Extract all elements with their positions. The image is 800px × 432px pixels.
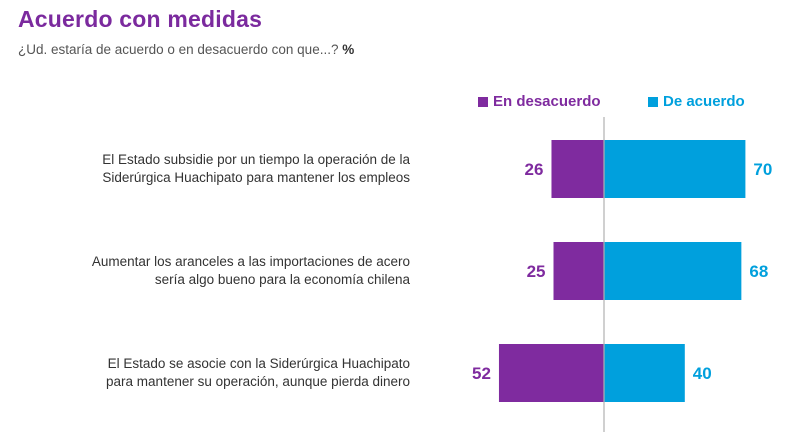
category-label-line: Siderúrgica Huachipato para mantener los… (102, 170, 410, 185)
legend-item-acuerdo: De acuerdo (648, 93, 745, 110)
subtitle-text: ¿Ud. estaría de acuerdo o en desacuerdo … (18, 42, 339, 57)
category-label-line: Aumentar los aranceles a las importacion… (91, 254, 410, 269)
legend-swatch-desacuerdo (478, 96, 488, 107)
bar-desacuerdo (498, 344, 604, 402)
data-label-acuerdo: 40 (693, 364, 712, 383)
category-label: Aumentar los aranceles a las importacion… (30, 253, 410, 289)
category-label-line: El Estado se asocie con la Siderúrgica H… (107, 356, 410, 371)
category-label-line: El Estado subsidie por un tiempo la oper… (102, 152, 410, 167)
data-label-desacuerdo: 52 (472, 364, 491, 383)
data-label-acuerdo: 70 (753, 160, 772, 179)
data-label-desacuerdo: 26 (525, 160, 544, 179)
legend-label-acuerdo: De acuerdo (663, 93, 745, 110)
data-label-desacuerdo: 25 (527, 262, 546, 281)
legend-label-desacuerdo: En desacuerdo (493, 93, 601, 110)
unit-label: % (342, 42, 355, 57)
category-label: El Estado se asocie con la Siderúrgica H… (30, 355, 410, 391)
data-label-acuerdo: 68 (749, 262, 768, 281)
chart-subtitle: ¿Ud. estaría de acuerdo o en desacuerdo … (18, 42, 354, 57)
bar-acuerdo (604, 242, 742, 300)
category-label-line: sería algo bueno para la economía chilen… (154, 272, 410, 287)
category-label: El Estado subsidie por un tiempo la oper… (30, 151, 410, 187)
bar-desacuerdo (551, 140, 604, 198)
legend-swatch-acuerdo (648, 96, 658, 107)
bar-desacuerdo (553, 242, 604, 300)
legend-item-desacuerdo: En desacuerdo (478, 93, 601, 110)
bar-acuerdo (604, 140, 746, 198)
chart-title: Acuerdo con medidas (18, 6, 263, 32)
category-label-line: para mantener su operación, aunque pierd… (106, 374, 410, 389)
bar-acuerdo (604, 344, 685, 402)
